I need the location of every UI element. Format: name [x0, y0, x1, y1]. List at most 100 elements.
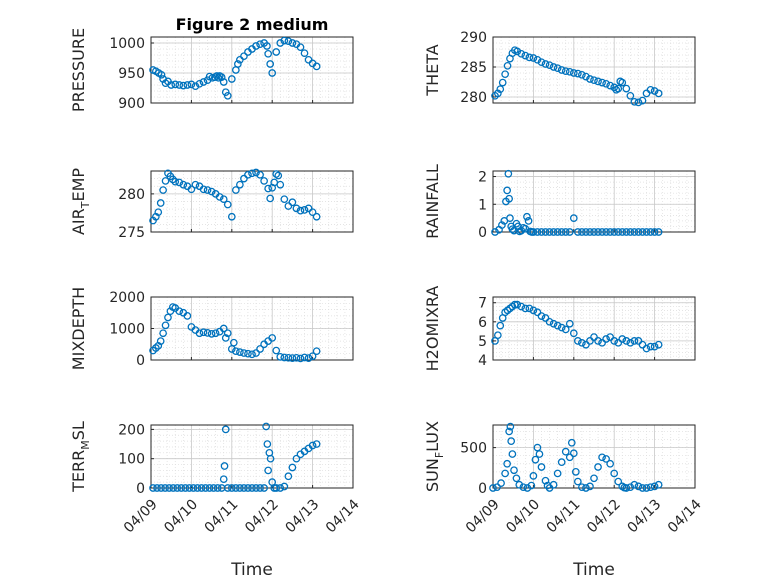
data-point: [280, 36, 289, 45]
data-point: [501, 70, 509, 79]
data-point: [248, 484, 256, 492]
data-point: [523, 484, 532, 492]
subplot-airtemp: 275 280 AIRTEMP: [69, 168, 354, 241]
data-point: [549, 63, 558, 71]
axes-box: [150, 424, 354, 489]
data-point: [272, 346, 281, 355]
data-point: [161, 484, 169, 492]
data-point: [280, 353, 289, 362]
subplot-h2omixra: 4 5 6 7 H2OMIXRA: [423, 286, 696, 371]
data-point: [541, 476, 550, 485]
subplot-rainfall: 0 1 2 RAINFALL: [423, 164, 696, 241]
data-point: [304, 55, 313, 64]
y-tick-label: 1000: [109, 36, 145, 52]
data-point: [529, 472, 538, 480]
data-point: [248, 350, 256, 359]
data-point: [594, 77, 602, 86]
data-point: [513, 300, 522, 309]
data-point: [179, 180, 188, 189]
data-point: [561, 228, 570, 236]
data-point: [614, 477, 623, 486]
data-point: [517, 302, 526, 311]
data-point: [312, 62, 321, 71]
y-label-main: THETA: [423, 44, 442, 96]
data-point: [260, 484, 268, 492]
data-point: [263, 440, 272, 448]
data-point: [149, 484, 157, 492]
data-point: [221, 334, 230, 342]
x-axis-label-left: Time: [230, 560, 273, 580]
data-point: [606, 81, 615, 90]
y-tick-label: 0: [136, 481, 145, 497]
data-point: [236, 484, 244, 492]
y-label-main: PRESSURE: [69, 28, 88, 112]
data-point: [505, 194, 514, 203]
data-point: [276, 352, 285, 361]
data-point: [161, 321, 170, 330]
x-tick-label: 04/10: [161, 496, 201, 536]
y-axis-label: THETA: [423, 44, 442, 96]
data-point: [638, 484, 647, 492]
series-points: [149, 422, 321, 492]
data-point: [272, 48, 281, 56]
data-point: [223, 91, 232, 100]
y-tick-label: 7: [478, 296, 487, 312]
data-point: [527, 481, 536, 490]
data-point: [626, 483, 635, 492]
data-point: [622, 228, 631, 236]
data-point: [535, 450, 544, 458]
data-point: [240, 349, 248, 357]
y-label-subscript: M: [79, 440, 92, 450]
data-point: [610, 228, 619, 236]
data-point: [567, 438, 576, 447]
data-point: [229, 338, 238, 347]
data-point: [503, 186, 511, 195]
data-point: [288, 354, 297, 362]
series-points: [491, 300, 663, 353]
data-point: [284, 472, 293, 481]
y-tick-label: 285: [460, 60, 487, 76]
data-point: [183, 312, 192, 320]
data-point: [504, 169, 513, 178]
data-point: [292, 454, 301, 463]
data-point: [582, 340, 590, 349]
data-point: [156, 199, 165, 207]
data-point: [236, 180, 244, 189]
data-point: [221, 425, 230, 434]
data-point: [573, 69, 582, 78]
data-point: [187, 80, 196, 89]
data-point: [219, 195, 228, 204]
data-point: [312, 440, 321, 448]
data-point: [201, 484, 210, 492]
data-point: [179, 81, 188, 90]
data-point: [537, 463, 546, 471]
x-tick-label: 04/10: [503, 496, 543, 536]
data-point: [573, 228, 582, 236]
data-point: [199, 328, 208, 337]
data-point: [557, 228, 566, 236]
data-point: [236, 348, 244, 356]
data-point: [634, 337, 643, 345]
data-point: [626, 338, 635, 347]
data-point: [521, 51, 530, 60]
data-point: [557, 66, 566, 74]
data-point: [525, 304, 534, 313]
data-point: [493, 331, 502, 340]
data-point: [529, 228, 538, 236]
data-point: [650, 87, 659, 95]
data-point: [549, 319, 558, 328]
data-point: [195, 79, 204, 88]
y-label-subscript: F: [433, 452, 446, 458]
data-point: [169, 484, 178, 492]
data-point: [296, 354, 305, 363]
data-point: [602, 335, 610, 343]
data-point: [496, 321, 505, 330]
data-point: [151, 344, 160, 352]
x-axis-label-right: Time: [572, 560, 615, 580]
data-point: [610, 337, 619, 345]
data-point: [510, 226, 518, 235]
x-tick-label: 04/11: [544, 496, 584, 536]
data-point: [219, 324, 228, 333]
x-tick-label: 04/09: [463, 496, 503, 536]
data-point: [262, 422, 270, 431]
